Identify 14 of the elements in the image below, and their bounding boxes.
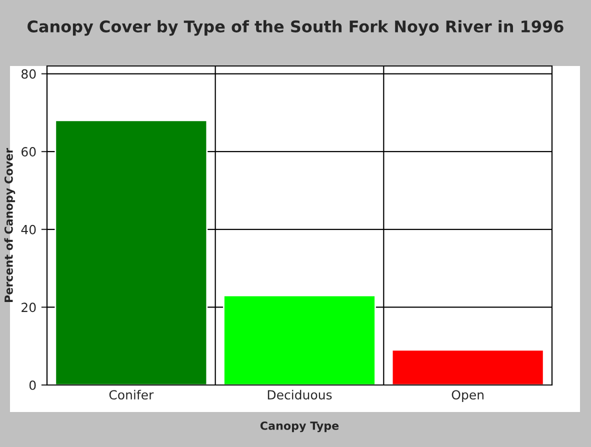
- y-axis-title: Percent of Canopy Cover: [4, 148, 16, 302]
- y-tick-label: 40: [21, 224, 36, 234]
- y-tick-label: 20: [22, 302, 36, 312]
- bar: [54, 120, 208, 385]
- y-tick-label: 0: [29, 380, 36, 390]
- x-tick-label: Conifer: [109, 390, 154, 400]
- x-axis-title: Canopy Type: [260, 422, 339, 432]
- chart-title: Canopy Cover by Type of the South Fork Noyo River in 1996: [28, 20, 564, 36]
- bar: [391, 349, 544, 385]
- y-tick-label: 80: [22, 69, 36, 79]
- x-tick-label: Deciduous: [268, 390, 332, 400]
- x-tick-label: Open: [452, 390, 484, 402]
- bar: [223, 294, 376, 385]
- y-tick-label: 60: [22, 147, 36, 157]
